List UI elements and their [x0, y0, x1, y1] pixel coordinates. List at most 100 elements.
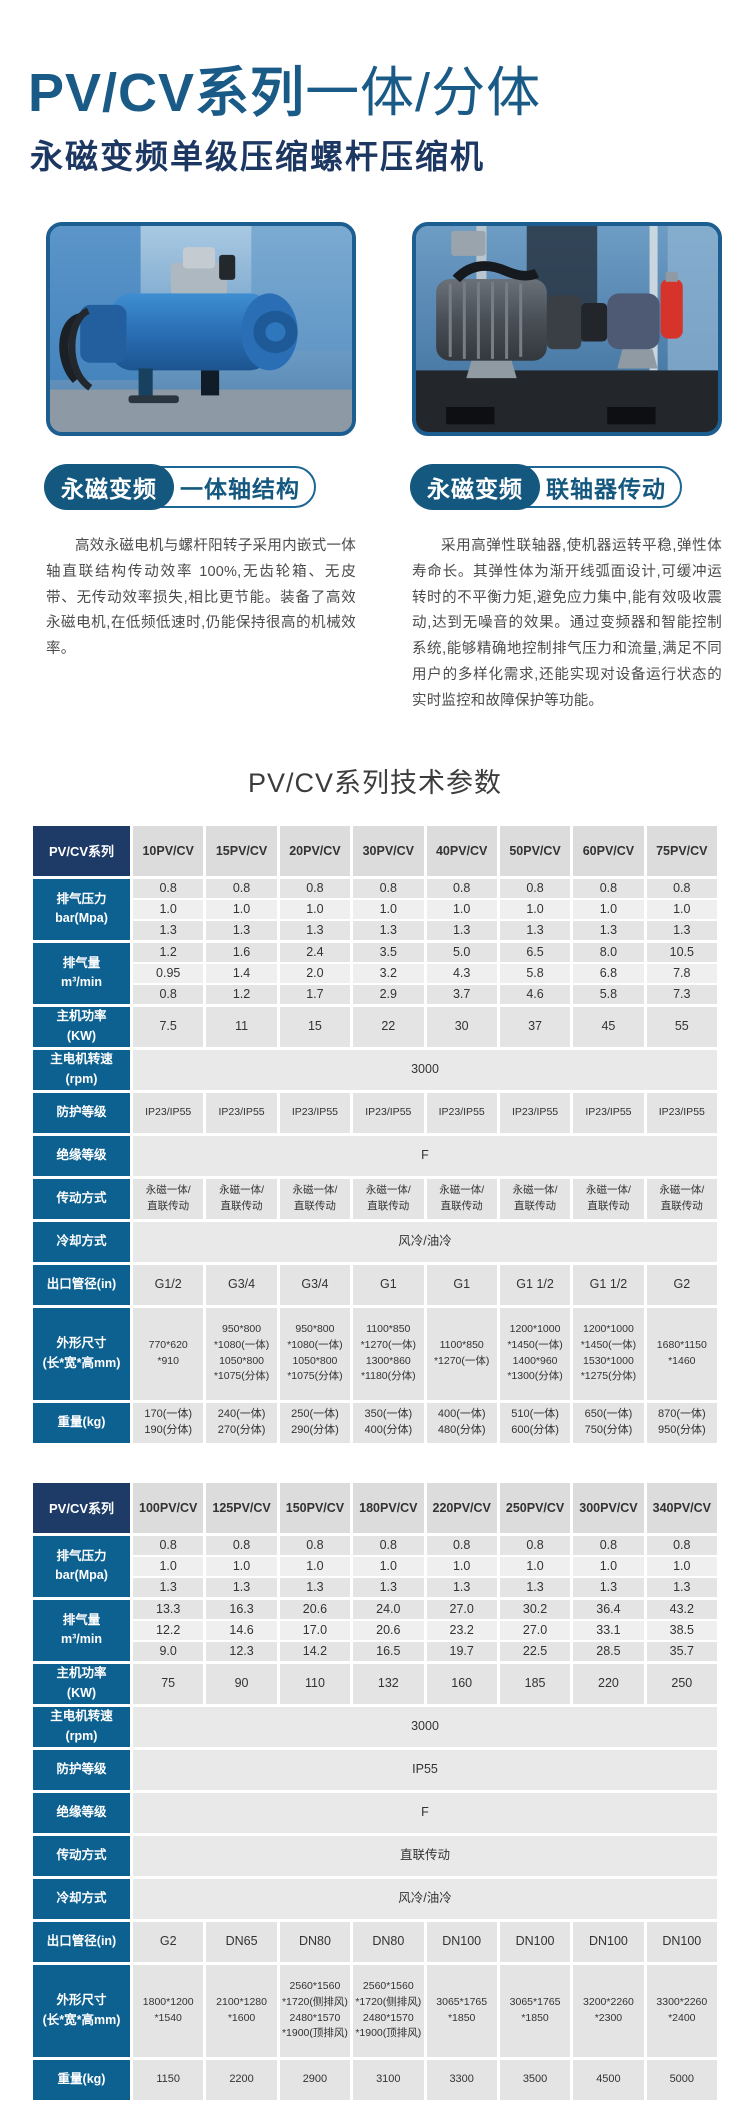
- table-row: 绝缘等级 F: [33, 1135, 717, 1176]
- value-cell: G2: [646, 1264, 717, 1305]
- value-cell: G1 1/2: [573, 1264, 644, 1305]
- table-row: 主机功率 (KW) 7.5 11 15 22 30 37 45 55: [33, 1006, 717, 1047]
- value-cell: 1100*850 *1270(一体) 1300*860 *1180(分体): [353, 1307, 424, 1400]
- row-label: 排气压力 bar(Mpa): [33, 878, 130, 940]
- value-cell: 1.4: [206, 963, 277, 983]
- value-cell: IP23/IP55: [353, 1092, 424, 1133]
- value-cell: 1.3: [499, 920, 571, 940]
- spec-table-large-models: PV/CV系列 100PV/CV 125PV/CV 150PV/CV 180PV/CV 2…: [33, 1482, 717, 2100]
- value-cell: 0.8: [499, 1535, 571, 1555]
- value-cell: 5.8: [499, 963, 571, 983]
- value-cell: 1.6: [206, 942, 277, 962]
- value-cell: G3/4: [206, 1264, 277, 1305]
- model-column-header: 100PV/CV: [133, 1482, 204, 1533]
- value-cell: DN100: [499, 1921, 571, 1962]
- value-cell: 1800*1200 *1540: [133, 1964, 204, 2057]
- value-cell: IP23/IP55: [279, 1092, 351, 1133]
- value-cell: 400(一体) 480(分体): [426, 1402, 497, 1443]
- value-cell: G3/4: [279, 1264, 351, 1305]
- value-cell: 90: [206, 1663, 277, 1704]
- value-cell: 1.0: [133, 899, 204, 919]
- value-cell: 0.8: [206, 1535, 277, 1555]
- value-cell: 7.8: [646, 963, 717, 983]
- merged-value-cell: F: [133, 1792, 717, 1833]
- value-cell: 0.8: [426, 1535, 497, 1555]
- merged-value-cell: 直联传动: [133, 1835, 717, 1876]
- value-cell: 650(一体) 750(分体): [573, 1402, 644, 1443]
- value-cell: 1.2: [133, 942, 204, 962]
- value-cell: 1100*850 *1270(一体): [426, 1307, 497, 1400]
- value-cell: 22: [353, 1006, 424, 1047]
- value-cell: 43.2: [646, 1599, 717, 1619]
- value-cell: 1.0: [499, 899, 571, 919]
- value-cell: 1.0: [426, 899, 497, 919]
- value-cell: 1.0: [279, 899, 351, 919]
- value-cell: 2200: [206, 2059, 277, 2100]
- value-cell: 132: [353, 1663, 424, 1704]
- row-label: 重量(kg): [33, 1402, 130, 1443]
- model-column-header: 250PV/CV: [499, 1482, 571, 1533]
- value-cell: 1.2: [206, 984, 277, 1004]
- value-cell: 27.0: [499, 1620, 571, 1640]
- value-cell: 10.5: [646, 942, 717, 962]
- value-cell: 1.0: [279, 1556, 351, 1576]
- value-cell: 0.95: [133, 963, 204, 983]
- value-cell: 870(一体) 950(分体): [646, 1402, 717, 1443]
- table-row: 主电机转速 (rpm) 3000: [33, 1706, 717, 1747]
- value-cell: G1/2: [133, 1264, 204, 1305]
- value-cell: 14.2: [279, 1641, 351, 1661]
- value-cell: 1.3: [353, 1577, 424, 1597]
- value-cell: 1.3: [133, 920, 204, 940]
- value-cell: 1.3: [646, 1577, 717, 1597]
- value-cell: 0.8: [646, 878, 717, 898]
- value-cell: 2.9: [353, 984, 424, 1004]
- value-cell: 75: [133, 1663, 204, 1704]
- row-label: 出口管径(in): [33, 1921, 130, 1962]
- value-cell: 2.0: [279, 963, 351, 983]
- model-column-header: 125PV/CV: [206, 1482, 277, 1533]
- value-cell: DN100: [426, 1921, 497, 1962]
- feature-badge-left: 永磁变频 一体轴结构: [46, 466, 316, 509]
- integrated-shaft-compressor-photo: [46, 222, 356, 437]
- value-cell: 4500: [573, 2059, 644, 2100]
- value-cell: DN80: [353, 1921, 424, 1962]
- value-cell: 永磁一体/ 直联传动: [499, 1178, 571, 1219]
- value-cell: 240(一体) 270(分体): [206, 1402, 277, 1443]
- value-cell: 永磁一体/ 直联传动: [279, 1178, 351, 1219]
- table-corner-header: PV/CV系列: [33, 1482, 130, 1533]
- value-cell: 30: [426, 1006, 497, 1047]
- table-row: 外形尺寸 (长*宽*高mm) 770*620 *910 950*800 *1080(…: [33, 1307, 717, 1400]
- page-title-variant: 一体/分体: [305, 63, 542, 123]
- value-cell: 14.6: [206, 1620, 277, 1640]
- value-cell: 0.8: [353, 1535, 424, 1555]
- value-cell: 950*800 *1080(一体) 1050*800 *1075(分体): [206, 1307, 277, 1400]
- value-cell: 1.3: [426, 920, 497, 940]
- value-cell: 0.8: [206, 878, 277, 898]
- value-cell: 950*800 *1080(一体) 1050*800 *1075(分体): [279, 1307, 351, 1400]
- value-cell: 1.3: [573, 920, 644, 940]
- value-cell: G1: [426, 1264, 497, 1305]
- value-cell: 1200*1000 *1450(一体) 1530*1000 *1275(分体): [573, 1307, 644, 1400]
- value-cell: 1200*1000 *1450(一体) 1400*960 *1300(分体): [499, 1307, 571, 1400]
- value-cell: 250(一体) 290(分体): [279, 1402, 351, 1443]
- value-cell: 20.6: [353, 1620, 424, 1640]
- value-cell: 0.8: [279, 1535, 351, 1555]
- table-row: 防护等级 IP23/IP55 IP23/IP55 IP23/IP55 IP23/IP55…: [33, 1092, 717, 1133]
- value-cell: 185: [499, 1663, 571, 1704]
- value-cell: 1150: [133, 2059, 204, 2100]
- value-cell: G2: [133, 1921, 204, 1962]
- value-cell: 24.0: [353, 1599, 424, 1619]
- row-label: 排气量 m³/min: [33, 942, 130, 1004]
- row-label: 防护等级: [33, 1092, 130, 1133]
- row-label: 排气压力 bar(Mpa): [33, 1535, 130, 1597]
- value-cell: 350(一体) 400(分体): [353, 1402, 424, 1443]
- value-cell: 28.5: [573, 1641, 644, 1661]
- value-cell: 永磁一体/ 直联传动: [573, 1178, 644, 1219]
- model-column-header: 60PV/CV: [573, 825, 644, 876]
- value-cell: 0.8: [133, 984, 204, 1004]
- value-cell: 250: [646, 1663, 717, 1704]
- value-cell: 0.8: [279, 878, 351, 898]
- value-cell: 1.3: [646, 920, 717, 940]
- value-cell: 0.8: [133, 878, 204, 898]
- value-cell: 55: [646, 1006, 717, 1047]
